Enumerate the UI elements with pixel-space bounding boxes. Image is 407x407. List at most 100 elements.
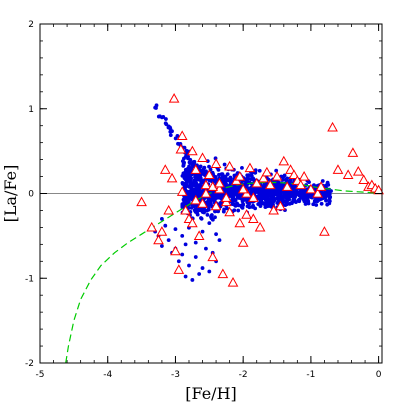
observation-marker [227,276,239,287]
model-point [187,174,192,179]
model-point [193,175,197,180]
model-point [326,193,331,198]
model-point [160,244,164,248]
observation-marker [332,164,344,174]
model-point [271,196,276,200]
model-point [205,212,210,217]
model-point [264,199,269,204]
model-point [188,161,193,166]
model-point [261,201,265,206]
observation-marker [210,158,222,168]
model-point [260,189,265,193]
observation-marker [237,237,249,247]
model-point [225,206,229,211]
model-point [236,188,240,192]
model-point [255,188,260,193]
model-point [232,208,237,213]
model-point [168,126,173,131]
x-tick-label: -5 [36,370,45,380]
model-point [199,216,204,221]
model-point [209,178,214,182]
model-point [184,180,189,185]
observation-marker [247,192,259,202]
model-point [192,187,196,192]
model-point [195,212,200,217]
model-point [297,199,302,204]
model-point [306,201,311,206]
model-point [188,157,193,162]
observation-marker [190,164,202,174]
model-point [163,223,168,228]
observation-marker [159,164,171,174]
observation-marker [193,230,205,240]
model-point [200,210,205,215]
model-point [249,174,254,178]
observation-marker [187,217,198,228]
model-point [160,217,164,221]
model-point [228,175,233,180]
y-axis-label: [La/Fe] [1,165,20,223]
observation-marker [271,171,283,181]
observation-marker [352,165,364,176]
model-point [323,195,328,200]
model-point [187,195,192,200]
y-tick-label: -2 [25,359,34,369]
model-point [184,153,189,158]
observation-marker [347,147,359,157]
model-point [296,190,300,195]
model-point [285,198,290,203]
observation-marker [214,183,225,194]
model-point [303,195,308,200]
model-point [194,184,199,189]
observation-markers [136,93,384,287]
observation-marker [312,187,324,198]
observation-marker [146,221,158,232]
model-point [213,215,217,220]
model-point [187,263,191,268]
model-point [268,197,273,202]
observation-marker [264,179,276,190]
x-axis-label: [Fe/H] [185,384,237,403]
model-point [253,188,257,192]
observation-marker [187,145,198,156]
observation-marker [319,226,330,236]
y-tick-label: -1 [25,274,34,284]
y-tick-label: 2 [28,20,34,30]
y-tick-label: 1 [28,105,34,115]
model-point [183,167,188,172]
x-tick-label: 0 [376,370,382,380]
observation-marker [175,143,187,154]
observation-marker [295,179,307,190]
observation-marker [261,166,273,177]
model-point [166,238,171,243]
model-point [200,266,205,270]
observation-marker [234,171,246,181]
observation-marker [203,169,215,179]
model-point [249,190,253,195]
observation-marker [180,204,191,215]
model-point [228,189,233,193]
model-point [214,232,218,237]
observation-marker [305,183,317,194]
model-point [168,133,173,138]
model-point [196,174,200,179]
model-point [245,173,250,178]
observation-marker [251,177,263,188]
model-point [222,207,227,212]
observation-marker [358,174,370,185]
model-point [175,134,180,138]
observation-marker [210,200,222,211]
model-point [192,178,197,183]
observation-marker [190,194,202,205]
observation-marker [234,217,246,228]
model-point [164,117,168,121]
observation-marker [278,155,290,166]
model-point [253,168,258,173]
model-point [205,208,210,213]
model-point [182,160,186,165]
observation-marker [153,234,164,245]
model-point [182,156,186,161]
model-point [184,174,188,179]
observation-marker [176,186,188,196]
